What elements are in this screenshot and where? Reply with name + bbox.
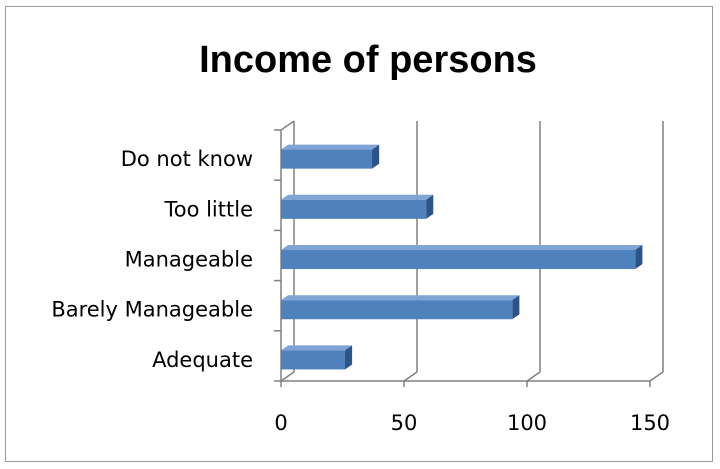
bar-front-face (281, 300, 513, 320)
value-tick-label: 100 (507, 411, 547, 435)
category-label: Do not know (121, 147, 253, 171)
floor-gridline (280, 371, 295, 382)
bar-front-face (281, 149, 373, 169)
value-tick-label: 50 (391, 411, 418, 435)
labels: Adequate Barely Manageable Manageable Too l… (51, 147, 670, 435)
bar-top-face (281, 245, 643, 250)
bar-side-face (426, 194, 434, 219)
value-tick-label: 0 (274, 411, 287, 435)
chart-title: Income of persons (199, 39, 537, 81)
floor-gridline (403, 371, 418, 382)
category-label: Adequate (152, 348, 253, 372)
bar-front-face (281, 249, 636, 270)
wall-top-line (280, 120, 295, 131)
bar-side-face (635, 245, 643, 270)
bar-top-face (281, 295, 520, 301)
category-label: Too little (163, 197, 253, 221)
bar-too-little (281, 194, 434, 219)
bar-top-face (281, 144, 380, 150)
bar-barely-manageable (281, 295, 520, 320)
bar-side-face (344, 345, 353, 370)
category-label: Manageable (125, 248, 253, 272)
bar-top-face (281, 345, 353, 351)
bar-top-face (281, 194, 434, 200)
floor-gridline (649, 371, 664, 382)
bar-front-face (281, 199, 427, 219)
bar-manageable (281, 245, 643, 270)
bar-adequate (281, 345, 353, 370)
bars (281, 144, 643, 370)
bar-do-not-know (281, 144, 380, 169)
chart-frame (5, 6, 713, 462)
bar-front-face (281, 350, 345, 370)
category-label: Barely Manageable (51, 298, 253, 322)
floor-gridline (526, 371, 541, 382)
value-tick-label: 150 (630, 411, 670, 435)
bar-side-face (372, 144, 380, 169)
bar-side-face (512, 295, 520, 320)
